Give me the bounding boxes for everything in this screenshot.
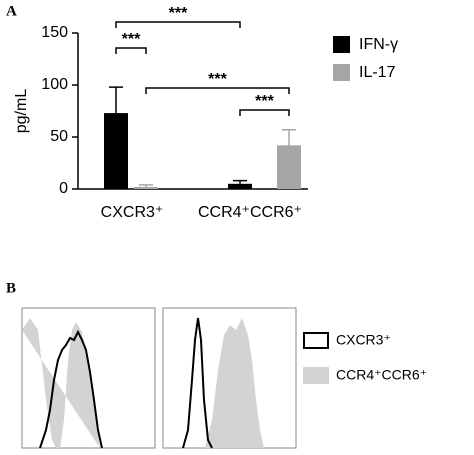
panel-label: A (6, 3, 17, 19)
significance-bracket (115, 47, 147, 54)
legend-label: IFN-γ (359, 36, 398, 53)
error-bar (233, 179, 247, 184)
y-tick-label: 0 (59, 180, 68, 197)
legend-label: IL-17 (359, 64, 396, 81)
histogram-panel (21, 307, 297, 449)
x-tick-label: CXCR3⁺ (101, 204, 164, 221)
significance-bracket (145, 87, 290, 94)
legend-swatch (333, 64, 350, 81)
legend-swatch (303, 332, 329, 349)
legend-swatch (333, 36, 350, 53)
y-tick-label: 50 (50, 128, 68, 145)
legend-label: CCR4⁺CCR6⁺ (336, 367, 427, 383)
significance-label: *** (169, 5, 188, 22)
significance-label: *** (208, 71, 227, 88)
significance-bracket (239, 109, 290, 116)
significance-bracket (115, 21, 241, 28)
y-tick-label: 100 (41, 76, 68, 93)
y-tick-label: 150 (41, 24, 68, 41)
bar (134, 186, 158, 189)
x-tick-label: CCR4⁺CCR6⁺ (198, 204, 302, 221)
significance-label: *** (255, 93, 274, 110)
histogram-line (39, 329, 103, 449)
histogram-fill (205, 318, 264, 448)
legend-swatch (303, 367, 329, 384)
bar (277, 145, 301, 189)
legend-label: CXCR3⁺ (336, 332, 391, 348)
panel-label: B (6, 280, 16, 296)
histogram-fill (22, 318, 100, 448)
error-bar (139, 184, 153, 187)
bar (104, 113, 128, 189)
error-bar (282, 128, 296, 146)
histogram-line (182, 317, 213, 449)
bar (228, 183, 252, 189)
significance-label: *** (122, 31, 141, 48)
error-bar (109, 86, 123, 114)
y-axis-label: pg/mL (13, 89, 30, 134)
